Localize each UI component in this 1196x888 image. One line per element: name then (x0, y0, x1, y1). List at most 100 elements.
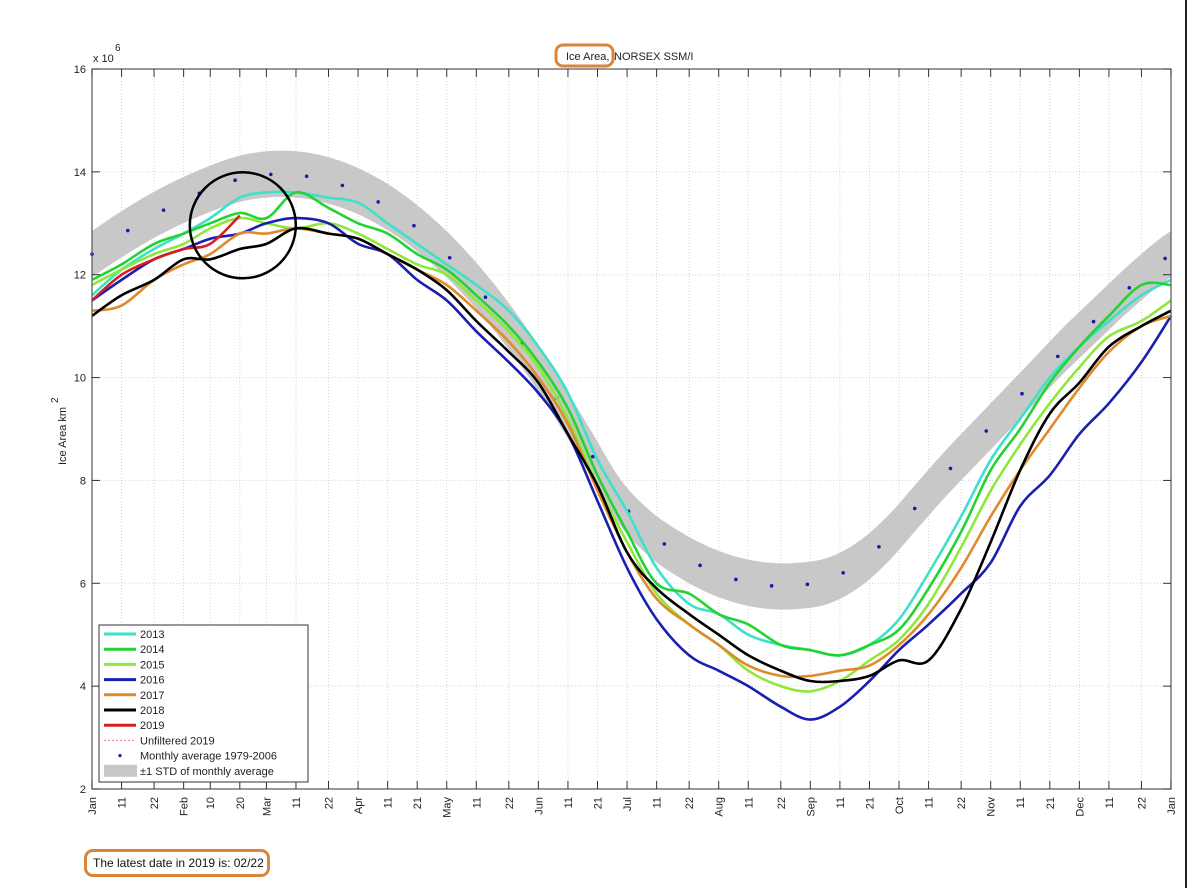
y-multiplier: x 10 (93, 53, 114, 65)
monthly-average-dot (769, 584, 774, 588)
x-tick-label-group: 20 (235, 797, 247, 809)
series-lines (91, 190, 1173, 721)
latest-date-note: The latest date in 2019 is: 02/22 (84, 849, 270, 877)
y-tick-label: 2 (80, 784, 86, 796)
x-tick-label: 21 (864, 797, 876, 809)
x-tick-label-group: Mar (261, 797, 273, 816)
x-tick-label-group: Jul (622, 797, 634, 811)
series-line-2019 (91, 214, 241, 302)
x-tick-label: 22 (1136, 797, 1148, 809)
axes-frame (91, 68, 1172, 790)
legend-swatch-monthly-average (118, 754, 122, 758)
monthly-average-dot (161, 208, 166, 212)
series-line-2014 (91, 191, 1172, 657)
x-tick-label: 11 (563, 797, 575, 808)
x-tick-label-group: 22 (149, 797, 161, 809)
y-tick-label: 4 (80, 681, 86, 693)
x-tick-label: Apr (353, 797, 365, 814)
x-tick-label: 22 (323, 797, 335, 809)
monthly-average-dot (1091, 319, 1096, 324)
x-tick-label-group: Aug (714, 797, 726, 817)
x-tick-label-group: 11 (835, 797, 847, 808)
x-tick-label: 11 (291, 797, 303, 808)
x-tick-label-group: 11 (471, 797, 483, 808)
x-tick-label: 11 (471, 797, 483, 808)
monthly-average-dot (841, 571, 845, 575)
monthly-average-dot (483, 295, 488, 299)
x-tick-labels: Jan 11 22 Feb 10 20 Mar 11 22 Apr 11 21 May 11 22 Jun 11… (87, 797, 1178, 818)
legend-label: 2013 (140, 629, 164, 641)
monthly-average-dot (269, 172, 273, 177)
x-tick-label-group: 22 (504, 797, 516, 809)
x-tick-label: Sep (805, 797, 817, 817)
y-tick-label: 14 (74, 167, 86, 179)
x-tick-label: 22 (956, 797, 968, 809)
x-tick-label: Aug (714, 797, 726, 817)
x-tick-label: Mar (261, 797, 273, 816)
x-tick-label-group: 11 (291, 797, 303, 808)
x-tick-label-group: 21 (864, 797, 876, 809)
x-tick-label: May (442, 797, 454, 818)
series-line-2016 (91, 216, 1173, 721)
x-tick-label-group: 11 (1015, 797, 1027, 808)
series-line-2018 (91, 226, 1172, 684)
x-tick-label: Dec (1074, 797, 1086, 817)
x-tick-label: 22 (504, 797, 516, 809)
legend: 2013 2014 2015 2016 2017 2018 2019 Unfiltered 2… (98, 624, 309, 783)
x-tick-label: 11 (1015, 797, 1027, 808)
monthly-average-dot (698, 563, 702, 568)
monthly-average-dot (340, 183, 345, 188)
legend-label: 2015 (140, 659, 164, 671)
x-tick-label-group: 11 (1104, 797, 1116, 808)
x-tick-label-group: Apr (353, 797, 365, 814)
monthly-average-dot (1163, 256, 1167, 261)
x-tick-label-group: 11 (117, 797, 129, 808)
x-tick-label-group: 11 (563, 797, 575, 808)
x-tick-label: 11 (924, 797, 936, 808)
x-tick-label-group: 10 (205, 797, 217, 809)
chart-title-highlight: Ice Area, (566, 51, 609, 63)
x-tick-label: 21 (412, 797, 424, 809)
x-tick-label-group: 11 (743, 797, 755, 808)
monthly-average-dot (233, 178, 237, 182)
x-tick-label: 11 (117, 797, 129, 808)
x-tick-label-group: May (442, 797, 454, 818)
monthly-average-dot (734, 577, 738, 582)
x-tick-label-group: 22 (956, 797, 968, 809)
legend-label: 2014 (140, 644, 164, 656)
x-tick-label-group: Sep (805, 797, 817, 817)
x-tick-label-group: 22 (1136, 797, 1148, 809)
x-tick-label: Oct (894, 797, 906, 814)
x-tick-label-group: Jan (1166, 797, 1178, 815)
legend-label: 2018 (140, 705, 164, 717)
x-tick-label: 22 (149, 797, 161, 809)
monthly-average-dot (125, 228, 130, 233)
x-tick-label-group: Feb (179, 797, 191, 816)
series-line-2013 (91, 190, 1172, 657)
x-tick-label: Nov (986, 797, 998, 817)
axes-box (91, 68, 1172, 790)
monthly-average-dot (376, 200, 380, 204)
x-tick-label: Jan (87, 797, 99, 815)
legend-box (98, 624, 309, 783)
legend-swatch-std (104, 764, 137, 777)
legend-label: 2016 (140, 675, 164, 687)
monthly-average-dot (984, 429, 989, 433)
monthly-average-dot (1020, 391, 1024, 396)
legend-label: 2019 (140, 720, 164, 732)
x-tick-label: 11 (743, 797, 755, 808)
x-tick-label: 22 (684, 797, 696, 809)
title-highlight-box (554, 43, 615, 68)
monthly-average-dot (1127, 286, 1132, 290)
y-tick-label: 12 (74, 270, 86, 282)
y-tick-label: 6 (80, 578, 86, 590)
x-tick-label: 20 (235, 797, 247, 809)
x-tick-label-group: 22 (776, 797, 788, 809)
monthly-average-dot (590, 454, 595, 459)
x-tick-label-group: Nov (986, 797, 998, 817)
legend-label: ±1 STD of monthly average (140, 766, 274, 778)
x-tick-label: 11 (383, 797, 395, 808)
monthly-average-dot (1055, 354, 1060, 359)
monthly-average-dot (805, 582, 810, 587)
x-tick-label-group: Jan (87, 797, 99, 815)
